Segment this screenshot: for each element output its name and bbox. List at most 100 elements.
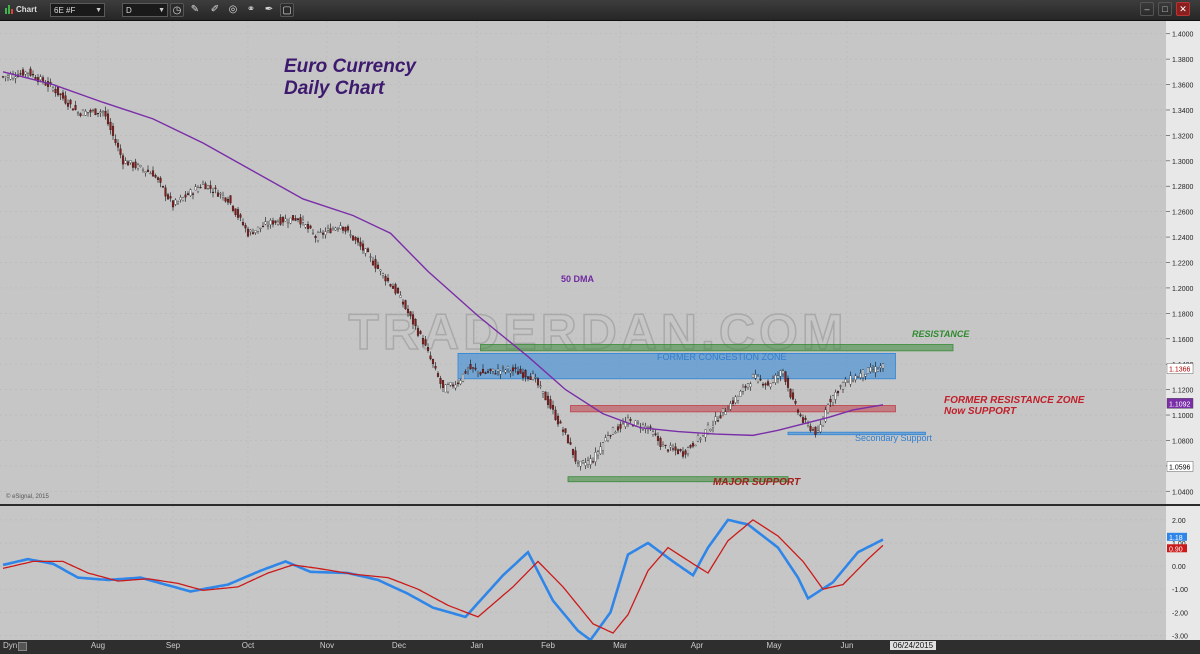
candle-body: [4, 76, 7, 78]
candle-body: [641, 424, 645, 430]
candle-body: [414, 319, 417, 326]
candle-body: [566, 434, 570, 444]
candle-body: [196, 187, 200, 192]
candle-body: [744, 385, 747, 388]
candle-body: [311, 232, 315, 234]
candle-body: [21, 69, 25, 76]
candle-body: [401, 301, 405, 305]
y-tick-label: 1.1800: [1172, 311, 1194, 318]
candle-body: [316, 232, 320, 242]
candle-body: [71, 108, 75, 111]
candle-body: [354, 237, 357, 241]
candle-body: [826, 404, 830, 414]
candle-body: [336, 228, 340, 230]
candle-body: [341, 226, 345, 231]
candle-body: [541, 391, 545, 394]
candle-body: [489, 368, 492, 371]
ma-label: 50 DMA: [561, 274, 595, 284]
candle-body: [879, 365, 882, 368]
y-tick-label: 1.3400: [1172, 108, 1194, 115]
candle-body: [591, 461, 595, 463]
draw-icon[interactable]: ✎: [190, 4, 200, 15]
candle-body: [664, 444, 667, 446]
candle-body: [776, 375, 780, 379]
candle-body: [611, 427, 615, 435]
candle-body: [821, 418, 825, 427]
candle-body: [411, 314, 415, 325]
candle-body: [144, 171, 147, 174]
minimize-icon[interactable]: –: [1140, 2, 1154, 16]
candle-body: [516, 371, 520, 375]
candle-body: [364, 248, 367, 254]
chevron-down-icon: ▼: [95, 7, 102, 14]
candle-body: [246, 228, 250, 237]
candle-body: [881, 363, 885, 369]
candle-body: [19, 73, 22, 75]
candle-body: [186, 193, 190, 196]
pen-icon[interactable]: ✒: [264, 4, 274, 15]
zone-rect: [570, 405, 896, 413]
candle-body: [331, 228, 335, 231]
zone-rect: [567, 476, 789, 483]
candles-layer: [1, 66, 885, 471]
candle-body: [676, 449, 680, 455]
candle-body: [299, 217, 302, 225]
x-tick-label: May: [766, 641, 782, 650]
osc-tag-label: 0.90: [1169, 546, 1183, 553]
candle-body: [286, 222, 290, 224]
candle-body: [329, 228, 332, 234]
y-tick-label: 1.1200: [1172, 388, 1194, 395]
candle-body: [439, 378, 442, 384]
candle-body: [554, 409, 557, 420]
chart-toolbar: Chart 6E #F ▼ D ▼ ◷ ✎ ✐ ◎ ⚭ ✒ ▢ – □ ✕: [0, 0, 1200, 21]
candle-body: [834, 391, 837, 400]
candle-body: [121, 155, 125, 165]
candle-body: [699, 438, 702, 440]
candle-body: [14, 76, 17, 79]
candle-body: [126, 161, 130, 166]
candle-body: [576, 462, 580, 464]
dyn-label[interactable]: Dyn: [3, 641, 18, 650]
candle-body: [6, 75, 10, 78]
y-tick-label: 2.00: [1172, 518, 1186, 525]
candle-body: [741, 386, 745, 392]
maximize-icon[interactable]: □: [1158, 2, 1172, 16]
target-icon[interactable]: ◎: [228, 4, 238, 15]
candle-body: [44, 83, 47, 86]
candle-body: [386, 277, 390, 282]
candle-body: [91, 109, 95, 112]
candle-body: [774, 375, 777, 383]
osc-slow-line: [2, 519, 884, 634]
symbol-input[interactable]: 6E #F ▼: [50, 3, 105, 17]
y-tick-label: 1.3800: [1172, 57, 1194, 64]
candle-body: [429, 355, 432, 360]
candle-body: [1, 76, 5, 78]
candle-body: [376, 264, 380, 269]
x-tick-label: Nov: [319, 641, 335, 650]
candle-body: [524, 370, 527, 378]
link-icon[interactable]: ⚭: [246, 4, 256, 15]
candle-body: [734, 396, 737, 403]
candle-body: [769, 383, 772, 388]
candle-body: [426, 347, 430, 351]
candle-body: [786, 378, 790, 388]
candle-body: [499, 370, 502, 375]
osc-tag: [1167, 532, 1187, 541]
crosshair-icon[interactable]: ◷: [170, 3, 184, 17]
close-icon[interactable]: ✕: [1176, 2, 1190, 16]
candle-body: [446, 384, 450, 393]
candle-body: [751, 374, 755, 378]
interval-select[interactable]: D ▼: [122, 3, 168, 17]
candle-body: [314, 236, 317, 239]
brush-icon[interactable]: ✐: [210, 4, 220, 15]
candle-body: [381, 273, 385, 276]
candle-body: [136, 164, 140, 169]
candle-body: [291, 215, 295, 221]
window-icon[interactable]: ▢: [280, 3, 294, 17]
candle-body: [579, 460, 582, 467]
candle-body: [816, 430, 820, 433]
candle-body: [496, 368, 500, 372]
candle-body: [131, 162, 135, 168]
zoom-icon[interactable]: [18, 642, 27, 651]
candle-body: [706, 424, 710, 435]
